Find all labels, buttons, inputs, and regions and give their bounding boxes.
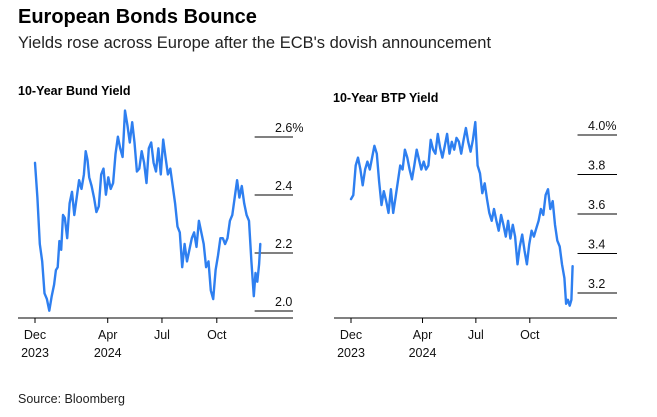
bund-y-tick-label-3: 2.6%	[275, 121, 304, 135]
bund-y-tick-label-0: 2.0	[275, 295, 292, 309]
btp-x-tick-label-3: Oct	[520, 328, 540, 342]
bund-x-tick-year-1: 2024	[94, 346, 122, 360]
chart-title: European Bonds Bounce	[18, 6, 257, 28]
btp-series-line-0	[349, 120, 574, 307]
btp-y-tick-label-4: 4.0%	[588, 119, 617, 133]
bund-x-tick-label-2: Jul	[154, 328, 170, 342]
bund-panel-title: 10-Year Bund Yield	[18, 84, 131, 98]
source-note: Source: Bloomberg	[18, 392, 126, 406]
bund-x-tick-label-0: Dec	[24, 328, 46, 342]
bund-y-tick-label-1: 2.2	[275, 237, 292, 251]
chart-subtitle: Yields rose across Europe after the ECB'…	[18, 34, 492, 52]
btp-y-tick-label-0: 3.2	[588, 277, 605, 291]
bund-x-tick-label-1: Apr	[98, 328, 117, 342]
btp-yield-panel: 10-Year BTP Yield 3.2 3.4 3.6 3.8 4.0% Dec 2023…	[333, 91, 617, 360]
btp-y-tick-label-2: 3.6	[588, 198, 605, 212]
btp-y-tick-label-3: 3.8	[588, 159, 605, 173]
btp-x-tick-label-2: Jul	[468, 328, 484, 342]
btp-x-tick-year-0: 2023	[337, 346, 365, 360]
bund-x-tick-year-0: 2023	[21, 346, 49, 360]
btp-x-tick-label-1: Apr	[413, 328, 432, 342]
btp-panel-title: 10-Year BTP Yield	[333, 91, 438, 105]
bund-yield-panel: 10-Year Bund Yield 2.0 2.2 2.4 2.6% Dec 2023 Ap…	[18, 84, 304, 360]
btp-x-tick-year-1: 2024	[409, 346, 437, 360]
bund-series-line-0	[33, 109, 262, 312]
bund-x-tick-label-3: Oct	[207, 328, 227, 342]
btp-x-tick-label-0: Dec	[340, 328, 362, 342]
bund-y-tick-label-2: 2.4	[275, 179, 292, 193]
btp-y-tick-label-1: 3.4	[588, 238, 605, 252]
